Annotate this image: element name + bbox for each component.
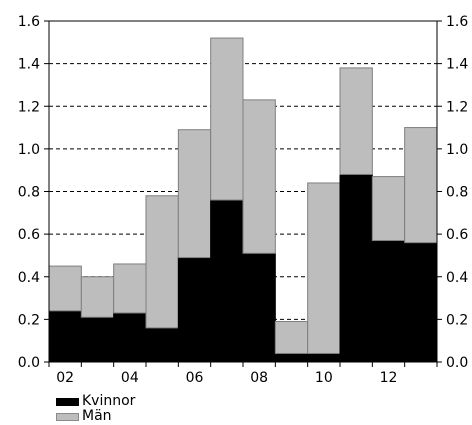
bar-man-04 bbox=[113, 263, 147, 314]
y-tick-label-left: 0.2 bbox=[18, 312, 40, 328]
x-tick-label: 02 bbox=[56, 370, 74, 386]
x-tick-label: 08 bbox=[250, 370, 268, 386]
y-tick-label-right: 0.6 bbox=[446, 227, 468, 243]
bar-kvinnor-06 bbox=[177, 257, 212, 363]
bar-kvinnor-11 bbox=[339, 173, 373, 363]
bar-kvinnor-03 bbox=[80, 316, 115, 363]
bars bbox=[48, 37, 438, 363]
legend-label-man: Män bbox=[82, 408, 112, 424]
bar-kvinnor-10 bbox=[307, 352, 341, 363]
bar-man-10 bbox=[307, 182, 341, 354]
bar-kvinnor-04 bbox=[113, 312, 147, 363]
bar-kvinnor-13 bbox=[404, 242, 438, 363]
y-tick-label-right: 0.4 bbox=[446, 270, 468, 286]
bar-man-02 bbox=[48, 265, 82, 312]
legend-item-man: Män bbox=[56, 409, 135, 424]
bar-man-12 bbox=[371, 176, 406, 242]
bar-kvinnor-02 bbox=[48, 310, 82, 363]
bar-man-03 bbox=[80, 276, 115, 318]
bar-kvinnor-05 bbox=[145, 327, 179, 363]
x-tick-label: 04 bbox=[121, 370, 139, 386]
y-tick-label-left: 0.8 bbox=[18, 185, 40, 201]
y-tick-label-right: 1.0 bbox=[446, 142, 468, 158]
legend-label-kvinnor: Kvinnor bbox=[82, 393, 136, 409]
y-tick-label-right: 1.6 bbox=[446, 14, 468, 30]
y-tick-label-right: 0.0 bbox=[446, 355, 468, 371]
y-axis-right: 0.0 0.2 0.4 0.6 0.8 1.0 1.2 1.4 1.6 bbox=[437, 14, 468, 371]
bar-man-13 bbox=[404, 127, 438, 244]
bar-kvinnor-07 bbox=[210, 199, 244, 363]
y-tick-label-left: 1.4 bbox=[18, 57, 40, 73]
y-tick-label-right: 0.8 bbox=[446, 185, 468, 201]
y-tick-label-left: 1.2 bbox=[18, 99, 40, 115]
y-tick-label-right: 1.4 bbox=[446, 57, 468, 73]
y-tick-label-left: 1.6 bbox=[18, 14, 40, 30]
x-tick-label: 10 bbox=[315, 370, 333, 386]
legend: Kvinnor Män bbox=[56, 394, 135, 424]
bar-man-11 bbox=[339, 67, 373, 175]
y-tick-label-right: 0.2 bbox=[446, 312, 468, 328]
bar-kvinnor-09 bbox=[274, 352, 309, 363]
x-tick-label: 12 bbox=[380, 370, 398, 386]
legend-swatch-kvinnor bbox=[56, 397, 79, 406]
y-tick-label-left: 0.0 bbox=[18, 355, 40, 371]
y-axis-left: 0.0 0.2 0.4 0.6 0.8 1.0 1.2 1.4 1.6 bbox=[18, 14, 49, 371]
y-tick-label-left: 0.6 bbox=[18, 227, 40, 243]
bar-man-05 bbox=[145, 195, 179, 329]
x-tick-label: 06 bbox=[186, 370, 204, 386]
bar-kvinnor-12 bbox=[371, 240, 406, 363]
bar-man-08 bbox=[242, 99, 276, 254]
bar-man-06 bbox=[177, 129, 212, 259]
legend-item-kvinnor: Kvinnor bbox=[56, 394, 135, 409]
bar-man-07 bbox=[210, 37, 244, 201]
bar-kvinnor-08 bbox=[242, 252, 276, 363]
y-tick-label-right: 1.2 bbox=[446, 99, 468, 115]
x-axis: 02 04 06 08 10 12 bbox=[48, 362, 438, 386]
y-tick-label-left: 0.4 bbox=[18, 270, 40, 286]
y-tick-label-left: 1.0 bbox=[18, 142, 40, 158]
legend-swatch-man bbox=[56, 412, 79, 421]
bar-man-09 bbox=[274, 321, 309, 354]
